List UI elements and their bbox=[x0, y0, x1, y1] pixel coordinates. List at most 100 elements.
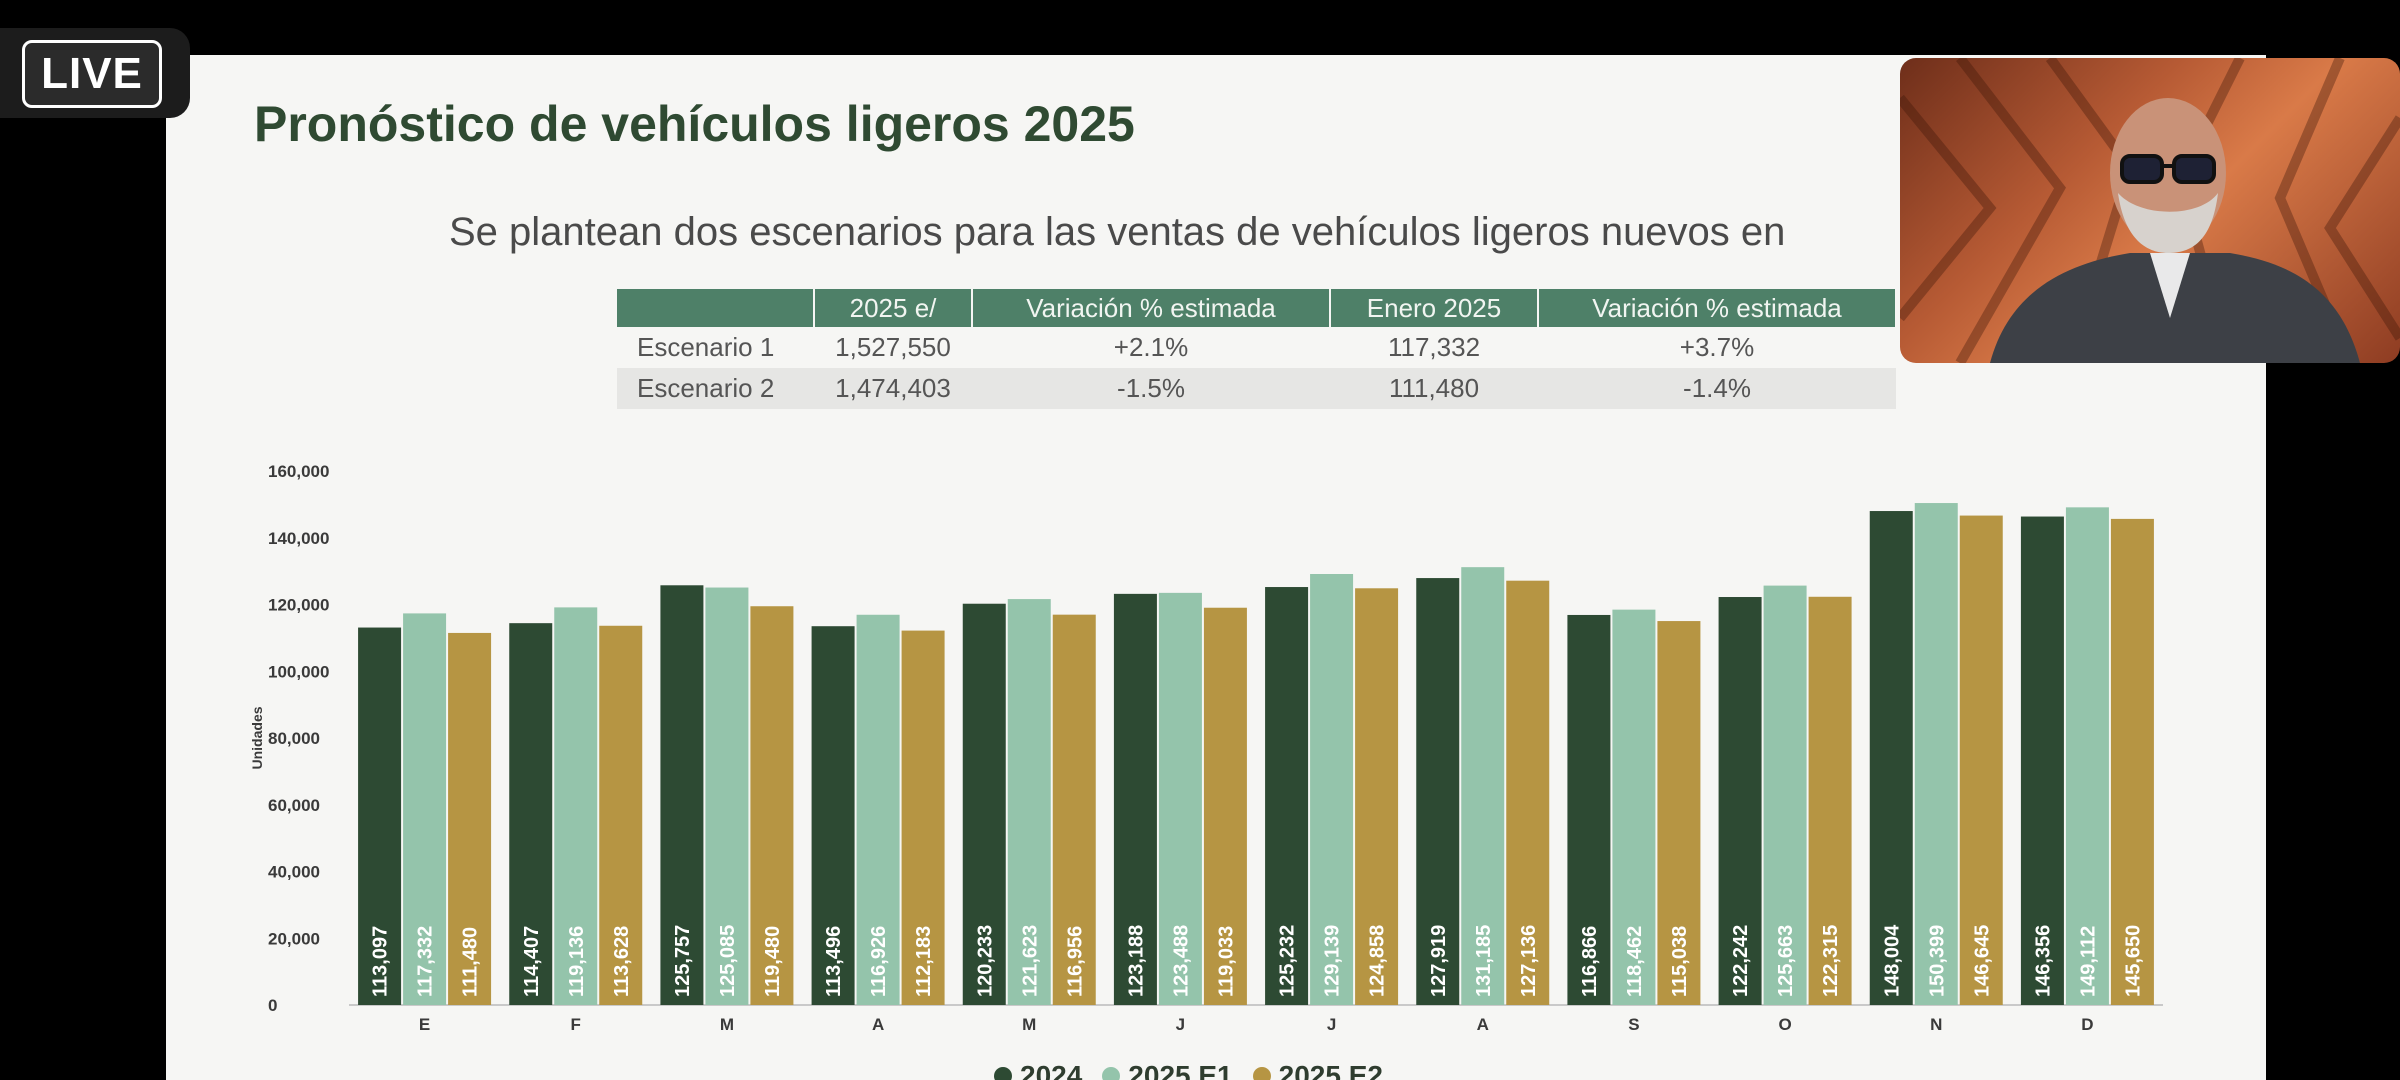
bar-data-label: 118,462 bbox=[1624, 926, 1646, 997]
x-tick-label: J bbox=[1327, 1015, 1336, 1034]
bar-data-label: 117,332 bbox=[415, 926, 437, 997]
bar-data-label: 125,232 bbox=[1277, 925, 1299, 997]
presenter-video[interactable] bbox=[1900, 58, 2400, 363]
table-cell: -1.4% bbox=[1538, 368, 1896, 409]
bar-data-label: 116,866 bbox=[1579, 926, 1601, 997]
table-cell: -1.5% bbox=[972, 368, 1330, 409]
chart-bar bbox=[856, 614, 900, 1005]
bar-data-label: 123,488 bbox=[1170, 925, 1192, 997]
live-badge-label: LIVE bbox=[22, 40, 162, 108]
bar-data-label: 125,085 bbox=[717, 925, 739, 997]
chart-bar bbox=[1808, 596, 1852, 1005]
bar-data-label: 124,858 bbox=[1367, 925, 1389, 997]
bar-data-label: 125,663 bbox=[1775, 925, 1797, 997]
y-tick-label: 0 bbox=[268, 996, 277, 1015]
slide-subtitle: Se plantean dos escenarios para las vent… bbox=[449, 210, 1786, 254]
chart-legend: 2024 2025 E1 2025 E2 bbox=[994, 1060, 1383, 1080]
bar-data-label: 122,242 bbox=[1730, 925, 1752, 997]
bar-data-label: 116,926 bbox=[868, 926, 890, 997]
chart-bar bbox=[554, 607, 598, 1005]
bar-data-label: 127,919 bbox=[1428, 925, 1450, 997]
table-cell: 1,474,403 bbox=[814, 368, 972, 409]
chart-bar bbox=[1203, 607, 1247, 1005]
chart-bar bbox=[2020, 516, 2064, 1005]
chart-bar bbox=[705, 587, 749, 1005]
slide-title: Pronóstico de vehículos ligeros 2025 bbox=[254, 96, 1135, 152]
chart-bar bbox=[962, 603, 1006, 1005]
table-row: Escenario 2 1,474,403 -1.5% 111,480 -1.4… bbox=[617, 368, 1896, 409]
x-tick-label: F bbox=[571, 1015, 581, 1034]
bar-data-label: 148,004 bbox=[1881, 924, 1903, 997]
presenter-video-frame bbox=[1900, 58, 2400, 363]
x-tick-label: M bbox=[1022, 1015, 1036, 1034]
y-tick-label: 60,000 bbox=[268, 796, 320, 815]
chart-bar bbox=[599, 625, 643, 1005]
chart-bar bbox=[750, 606, 794, 1005]
chart-bar bbox=[2110, 518, 2154, 1005]
bar-chart: 0 20,000 40,000 60,000 80,000 100,000 120,000 1… bbox=[249, 462, 2163, 1034]
bar-data-label: 120,233 bbox=[974, 925, 996, 997]
chart-bar bbox=[1959, 515, 2003, 1005]
bar-data-label: 122,315 bbox=[1820, 925, 1842, 997]
chart-bar bbox=[2065, 507, 2109, 1005]
table-header-cell: Enero 2025 bbox=[1330, 289, 1539, 327]
table-header-row: 2025 e/ Variación % estimada Enero 2025 … bbox=[617, 289, 1897, 327]
x-tick-label: J bbox=[1176, 1015, 1185, 1034]
y-axis-title: Unidades bbox=[249, 706, 265, 769]
table-header-cell bbox=[617, 289, 815, 327]
x-tick-label: D bbox=[2081, 1015, 2093, 1034]
y-tick-label: 40,000 bbox=[268, 863, 320, 882]
table-row: Escenario 1 1,527,550 +2.1% 117,332 +3.7… bbox=[617, 327, 1896, 368]
x-tick-label: O bbox=[1778, 1015, 1791, 1034]
table-cell: 117,332 bbox=[1387, 332, 1481, 362]
legend-item: 2025 E1 bbox=[1102, 1060, 1233, 1080]
scenario-table: 2025 e/ Variación % estimada Enero 2025 … bbox=[617, 289, 1897, 409]
chart-bar bbox=[660, 585, 704, 1005]
chart-bar bbox=[1265, 587, 1309, 1005]
x-tick-label: A bbox=[1477, 1015, 1489, 1034]
chart-bar bbox=[1113, 593, 1157, 1005]
bar-data-label: 127,136 bbox=[1518, 925, 1540, 997]
table-header-cell: 2025 e/ bbox=[814, 289, 973, 327]
bar-data-label: 129,139 bbox=[1322, 925, 1344, 997]
bar-data-label: 113,628 bbox=[611, 926, 633, 997]
live-badge: LIVE bbox=[0, 28, 190, 118]
bar-data-label: 115,038 bbox=[1669, 926, 1691, 997]
legend-label: 2024 bbox=[1020, 1060, 1083, 1080]
chart-bar bbox=[448, 632, 492, 1005]
x-tick-label: M bbox=[720, 1015, 734, 1034]
bar-data-label: 145,650 bbox=[2122, 925, 2144, 997]
bar-data-label: 146,645 bbox=[1971, 925, 1993, 997]
chart-bar bbox=[1657, 621, 1701, 1005]
bar-data-label: 113,496 bbox=[823, 926, 845, 997]
bar-data-label: 119,033 bbox=[1215, 926, 1237, 997]
table-cell: Escenario 1 bbox=[637, 332, 775, 362]
chart-bar bbox=[1506, 580, 1550, 1005]
bar-data-label: 111,480 bbox=[460, 927, 482, 997]
chart-bar bbox=[811, 626, 855, 1005]
y-tick-label: 100,000 bbox=[268, 662, 329, 681]
chart-bar bbox=[1914, 503, 1958, 1005]
x-tick-label: A bbox=[872, 1015, 884, 1034]
bar-data-label: 119,136 bbox=[566, 926, 588, 997]
legend-item: 2024 bbox=[994, 1060, 1082, 1080]
chart-bar bbox=[1310, 573, 1354, 1005]
bar-data-label: 116,956 bbox=[1064, 926, 1086, 997]
bar-data-label: 146,356 bbox=[2032, 925, 2054, 997]
bar-data-label: 123,188 bbox=[1125, 925, 1147, 997]
legend-item: 2025 E2 bbox=[1252, 1060, 1383, 1080]
chart-bar bbox=[1355, 588, 1399, 1005]
legend-swatch bbox=[1102, 1067, 1121, 1080]
bar-data-label: 131,185 bbox=[1473, 925, 1495, 997]
bar-data-label: 149,112 bbox=[2077, 926, 2099, 997]
table-cell: +3.7% bbox=[1679, 332, 1755, 362]
chart-bar bbox=[1158, 592, 1202, 1005]
y-tick-label: 80,000 bbox=[268, 729, 320, 748]
chart-bar bbox=[1718, 597, 1762, 1005]
table-cell: +2.1% bbox=[1113, 332, 1189, 362]
legend-label: 2025 E2 bbox=[1278, 1060, 1383, 1080]
bar-data-label: 114,407 bbox=[521, 926, 543, 997]
x-tick-label: N bbox=[1930, 1015, 1942, 1034]
y-tick-label: 140,000 bbox=[268, 529, 329, 548]
